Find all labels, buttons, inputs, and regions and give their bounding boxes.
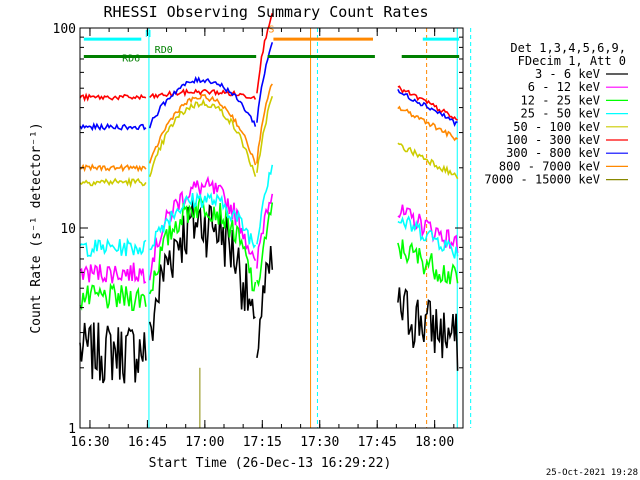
legend-label-2: 12 - 25 keV [521, 93, 600, 107]
legend-label-4: 50 - 100 keV [513, 120, 600, 134]
annotation-0: N [145, 29, 151, 40]
legend-label-7: 800 - 7000 keV [499, 159, 600, 173]
y-tick-label-2: 100 [53, 22, 76, 37]
legend-label-0: 3 - 6 keV [535, 67, 600, 81]
x-tick-label-0: 16:30 [70, 435, 109, 450]
series-line-0 [79, 199, 459, 384]
x-tick-label-5: 17:45 [358, 435, 397, 450]
y-tick-label-0: 1 [68, 422, 76, 437]
x-tick-label-3: 17:15 [243, 435, 282, 450]
y-tick-label-1: 10 [60, 222, 76, 237]
legend-label-1: 6 - 12 keV [528, 80, 600, 94]
x-axis-label: Start Time (26-Dec-13 16:29:22) [149, 456, 392, 471]
chart-title: RHESSI Observing Summary Count Rates [103, 3, 428, 21]
annotation-3: S [268, 24, 274, 35]
footer-timestamp: 25-Oct-2021 19:28 [546, 468, 638, 478]
legend-header-line-2: FDecim 1, Att 0 [518, 54, 626, 68]
annotation-2: RD0 [155, 45, 173, 56]
series-line-1 [79, 175, 459, 284]
series-line-2 [79, 193, 459, 311]
legend-label-3: 25 - 50 keV [521, 107, 600, 121]
legend-label-5: 100 - 300 keV [506, 133, 600, 147]
series-line-3 [79, 164, 459, 259]
x-tick-label-1: 16:45 [128, 435, 167, 450]
series-line-5 [79, 12, 459, 121]
series-line-6 [79, 42, 458, 132]
y-axis-label: Count Rate (s⁻¹ detector⁻¹) [29, 122, 44, 333]
axis-ticks: 16:30 16:45 17:00 17:15 17:30 17:45 18:00 1 10 10… [53, 22, 463, 450]
series-line-4 [79, 95, 459, 189]
legend-label-8: 7000 - 15000 keV [484, 173, 600, 187]
legend: Det 1,3,4,5,6,9, FDecim 1, Att 0 3 - 6 k… [484, 41, 628, 187]
legend-label-6: 300 - 800 keV [506, 146, 600, 160]
x-tick-label-6: 18:00 [415, 435, 454, 450]
legend-header-line-1: Det 1,3,4,5,6,9, [510, 41, 626, 55]
annotation-1: RD6 [122, 53, 140, 64]
x-tick-label-2: 17:00 [185, 435, 224, 450]
series-line-7 [79, 83, 459, 173]
x-tick-label-4: 17:30 [300, 435, 339, 450]
